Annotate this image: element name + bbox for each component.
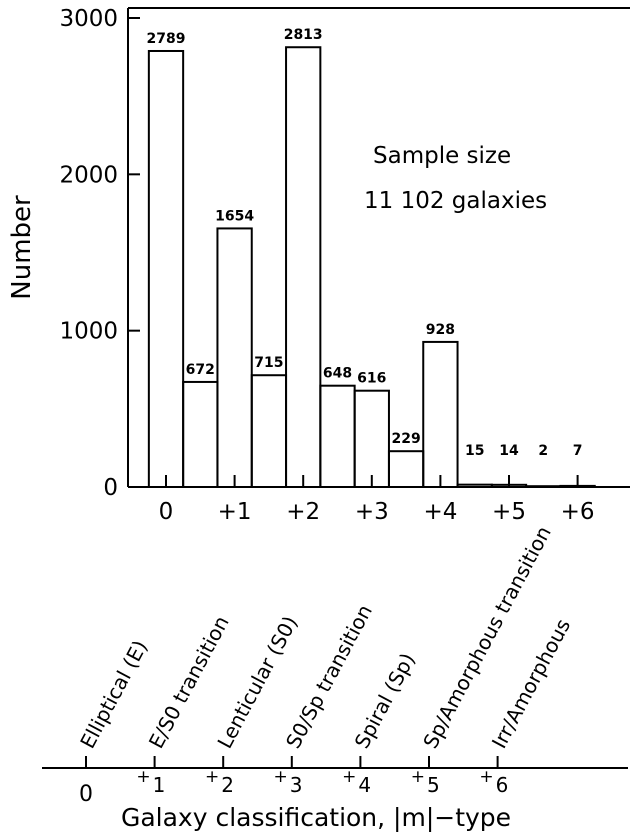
classification-scale: Elliptical (E)0E/S0 transition+ 1Lenticul…	[42, 522, 628, 832]
histogram-bar	[525, 485, 562, 489]
scale-number: 6	[496, 773, 509, 797]
x-tick-label: +3	[355, 499, 389, 525]
scale-number: 2	[221, 773, 234, 797]
histogram-bar	[250, 374, 288, 489]
y-tick-label: 1000	[59, 319, 118, 345]
histogram-bar	[319, 384, 356, 489]
histogram-bar	[422, 340, 459, 488]
bar-value-label: 2813	[284, 27, 323, 43]
x-tick-label: +4	[423, 499, 457, 525]
bar-value-label: 648	[323, 366, 352, 382]
y-tick-label: 3000	[59, 6, 118, 32]
scale-number: 3	[290, 773, 303, 797]
bar-value-label: 616	[357, 371, 386, 387]
scale-number: 4	[358, 773, 371, 797]
histogram-bar	[456, 483, 493, 488]
bar-value-label: 715	[254, 355, 283, 371]
bar-value-label: 2789	[147, 31, 186, 47]
x-tick-label: +2	[286, 499, 320, 525]
bar-value-label: 928	[426, 322, 455, 338]
bar-value-label: 15	[465, 443, 484, 459]
class-label: Spiral (Sp)	[350, 649, 420, 752]
class-label: Elliptical (E)	[75, 636, 152, 752]
y-tick-label: 0	[103, 475, 118, 501]
bar-value-label: 229	[391, 431, 420, 447]
bar-value-label: 672	[186, 362, 215, 378]
scale-sign: +	[479, 767, 493, 787]
bar-value-label: 7	[573, 443, 583, 459]
histogram-bar	[559, 484, 596, 489]
histogram-bar	[147, 49, 185, 489]
class-label: Sp/Amorphous transition	[418, 522, 556, 752]
histogram-bar	[387, 450, 425, 489]
scale-number: 5	[427, 773, 440, 797]
y-tick-label: 2000	[59, 162, 118, 188]
x-tick-label: +1	[218, 499, 252, 525]
y-axis-label: Number	[7, 195, 37, 300]
scale-sign: +	[205, 767, 219, 787]
bar-value-label: 14	[499, 443, 519, 459]
histogram-bar	[285, 46, 322, 488]
histogram-bar	[182, 380, 219, 488]
scale-sign: +	[274, 767, 288, 787]
bar-value-label: 1654	[215, 208, 254, 224]
x-tick-label: +5	[492, 499, 526, 525]
x-tick-label: +6	[561, 499, 595, 525]
sample-size-label: Sample size	[373, 143, 511, 169]
scale-number: 0	[79, 782, 93, 807]
histogram-bar	[353, 389, 390, 488]
histogram-bar	[216, 227, 253, 489]
bar-value-label: 2	[538, 443, 548, 459]
x-tick-label: 0	[159, 499, 174, 525]
scale-number: 1	[153, 773, 166, 797]
plot-area: 0 1000 2000 3000 Number 0 +1 +2 +3 +4 +5 +6 2789 672 1…	[7, 6, 630, 525]
scale-sign: +	[411, 767, 425, 787]
galaxy-count-label: 11 102 galaxies	[364, 188, 547, 214]
x-axis-label: Galaxy classification, |m|−type	[121, 803, 511, 832]
scale-sign: +	[136, 767, 150, 787]
scale-sign: +	[342, 767, 356, 787]
